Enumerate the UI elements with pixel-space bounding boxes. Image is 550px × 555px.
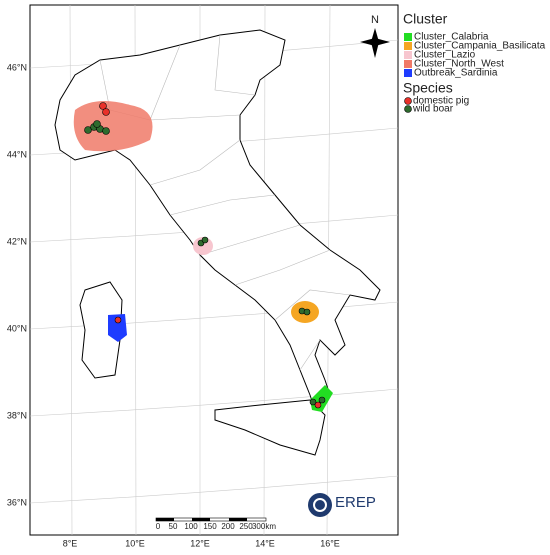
point-wild-boar (309, 398, 317, 406)
legend-title: Species (403, 80, 453, 96)
point-wild-boar (303, 308, 311, 316)
lon-label: 10°E (125, 538, 145, 548)
point-wild-boar (84, 126, 92, 134)
legend-entry: domestic pig (413, 96, 469, 107)
legend-entry: Cluster_Campania_Basilicata (414, 41, 546, 52)
outbreak-sardinia (108, 314, 127, 342)
legend-swatch (404, 42, 412, 50)
legend-entry: Cluster_North_West (414, 59, 504, 70)
logo: EREP (308, 493, 376, 517)
scale-label: 50 (169, 522, 178, 531)
point-wild-boar (318, 396, 326, 404)
point-domestic-pig (99, 102, 107, 110)
lat-label: 38°N (7, 410, 27, 420)
legend-entry: Outbreak_Sardinia (414, 68, 498, 79)
point-domestic-pig (114, 316, 122, 324)
lat-label: 40°N (7, 323, 27, 333)
legend-symbol (404, 97, 412, 105)
legend-swatch (404, 60, 412, 68)
scale-label: 150 (203, 522, 217, 531)
cluster-north-west (73, 101, 153, 152)
scale-bar (155, 517, 267, 522)
scale-label: 100 (184, 522, 198, 531)
point-domestic-pig (102, 108, 110, 116)
lat-label: 42°N (7, 236, 27, 246)
lat-label: 36°N (7, 497, 27, 507)
lon-label: 8°E (63, 538, 78, 548)
legend-title: Cluster (403, 11, 448, 27)
scale-label: 300km (252, 522, 276, 531)
point-wild-boar (201, 236, 209, 244)
lon-label: 14°E (255, 538, 275, 548)
lon-label: 12°E (190, 538, 210, 548)
point-wild-boar (93, 120, 101, 128)
scale-label: 200 (221, 522, 235, 531)
cluster-lazio (193, 237, 213, 255)
legend-entry: Cluster_Lazio (414, 50, 476, 61)
legend-entry: wild boar (412, 104, 454, 115)
point-domestic-pig (314, 401, 322, 409)
scale-label: 0 (156, 522, 161, 531)
legend-swatch (404, 51, 412, 59)
legend-swatch (404, 69, 412, 77)
lon-label: 16°E (320, 538, 340, 548)
lat-label: 46°N (7, 62, 27, 72)
legend-symbol (404, 105, 412, 113)
north-arrow: N (360, 14, 390, 58)
legend-entry: Cluster_Calabria (414, 32, 489, 43)
point-wild-boar (102, 127, 110, 135)
logo-text: EREP (335, 494, 376, 511)
lat-label: 44°N (7, 149, 27, 159)
legend-swatch (404, 33, 412, 41)
north-label: N (371, 14, 379, 26)
points (84, 102, 326, 409)
scale-label: 250 (239, 522, 253, 531)
